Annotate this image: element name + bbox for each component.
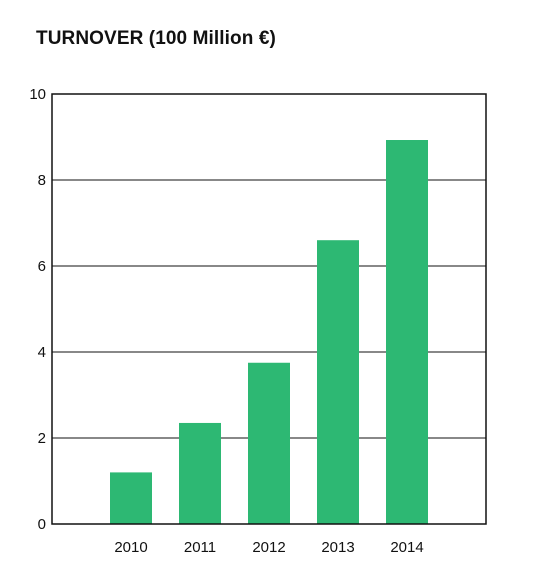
bar-2012 [248,362,290,524]
bar-2010 [110,472,152,524]
x-tick-label: 2012 [252,539,285,556]
bar-2013 [317,240,359,524]
y-tick-label: 4 [38,344,46,361]
x-tick-label: 2014 [390,539,423,556]
plot-frame [51,93,487,525]
x-tick-label: 2013 [321,539,354,556]
y-tick-label: 10 [29,86,46,103]
y-tick-label: 6 [38,258,46,275]
chart-title: TURNOVER (100 Million €) [36,28,276,49]
y-tick-label: 8 [38,172,46,189]
bar-2011 [179,422,221,524]
x-tick-labels: 2010 2011 2012 2013 2014 [114,539,423,556]
bar-2014 [386,140,428,524]
x-tick-label: 2010 [114,539,147,556]
bars [110,140,428,524]
y-tick-label: 0 [38,516,46,533]
y-tick-label: 2 [38,430,46,447]
x-tick-label: 2011 [184,539,216,556]
y-tick-labels: 0 2 4 6 8 10 [29,86,46,533]
